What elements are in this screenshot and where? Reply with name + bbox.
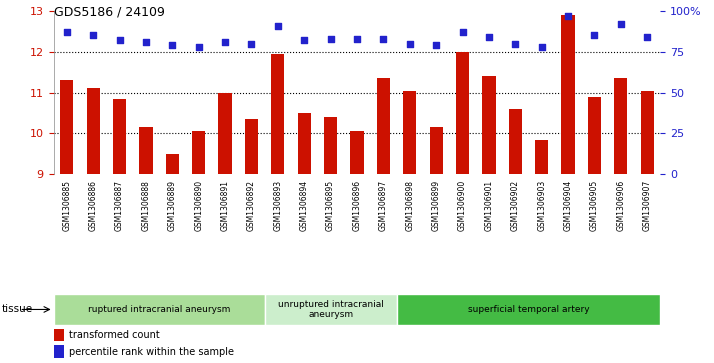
Point [642,34,653,40]
Bar [456,52,469,174]
Bar [396,294,660,325]
Point [87,32,99,38]
Bar [403,90,416,174]
Point [114,37,125,43]
Point [193,44,204,50]
Point [351,36,363,41]
Text: GSM1306899: GSM1306899 [432,180,441,231]
Point [457,29,468,35]
Point [589,32,600,38]
Bar [245,119,258,174]
Text: GSM1306887: GSM1306887 [115,180,124,231]
Text: GDS5186 / 24109: GDS5186 / 24109 [54,5,164,19]
Bar [324,117,337,174]
Point [166,42,178,48]
Bar [166,154,179,174]
Text: GSM1306894: GSM1306894 [300,180,308,231]
Bar [54,329,64,341]
Text: ruptured intracranial aneurysm: ruptured intracranial aneurysm [88,305,231,314]
Point [246,41,257,46]
Bar [60,80,74,174]
Bar [535,139,548,174]
Text: GSM1306892: GSM1306892 [247,180,256,231]
Point [378,36,389,41]
Bar [377,78,390,174]
Point [325,36,336,41]
Point [563,13,574,19]
Text: GSM1306907: GSM1306907 [643,180,652,231]
Text: GSM1306895: GSM1306895 [326,180,335,231]
Text: GSM1306901: GSM1306901 [484,180,493,231]
Bar [430,127,443,174]
Bar [271,54,284,174]
Bar [265,294,396,325]
Text: unruptured intracranial
aneurysm: unruptured intracranial aneurysm [278,300,383,319]
Bar [483,76,496,174]
Text: GSM1306902: GSM1306902 [511,180,520,231]
Point [140,39,151,45]
Text: GSM1306898: GSM1306898 [406,180,414,231]
Point [219,39,231,45]
Bar [54,294,265,325]
Point [536,44,548,50]
Bar [508,109,522,174]
Text: GSM1306900: GSM1306900 [458,180,467,231]
Text: percentile rank within the sample: percentile rank within the sample [69,347,233,356]
Bar [588,97,601,174]
Text: GSM1306890: GSM1306890 [194,180,203,231]
Point [272,23,283,29]
Bar [218,93,231,174]
Point [431,42,442,48]
Point [615,21,627,27]
Bar [54,345,64,358]
Bar [640,90,654,174]
Point [61,29,72,35]
Text: GSM1306897: GSM1306897 [379,180,388,231]
Text: GSM1306903: GSM1306903 [537,180,546,231]
Text: GSM1306896: GSM1306896 [353,180,361,231]
Text: GSM1306893: GSM1306893 [273,180,282,231]
Text: superficial temporal artery: superficial temporal artery [468,305,589,314]
Text: GSM1306905: GSM1306905 [590,180,599,231]
Bar [298,113,311,174]
Text: GSM1306885: GSM1306885 [62,180,71,231]
Text: GSM1306888: GSM1306888 [141,180,151,231]
Text: GSM1306886: GSM1306886 [89,180,98,231]
Point [510,41,521,46]
Bar [351,131,363,174]
Bar [86,89,100,174]
Point [483,34,495,40]
Text: GSM1306906: GSM1306906 [616,180,625,231]
Bar [192,131,206,174]
Text: transformed count: transformed count [69,330,159,340]
Bar [113,99,126,174]
Point [298,37,310,43]
Text: GSM1306904: GSM1306904 [563,180,573,231]
Bar [614,78,628,174]
Bar [561,15,575,174]
Text: GSM1306891: GSM1306891 [221,180,230,231]
Text: tissue: tissue [1,305,33,314]
Point [404,41,416,46]
Bar [139,127,153,174]
Text: GSM1306889: GSM1306889 [168,180,177,231]
